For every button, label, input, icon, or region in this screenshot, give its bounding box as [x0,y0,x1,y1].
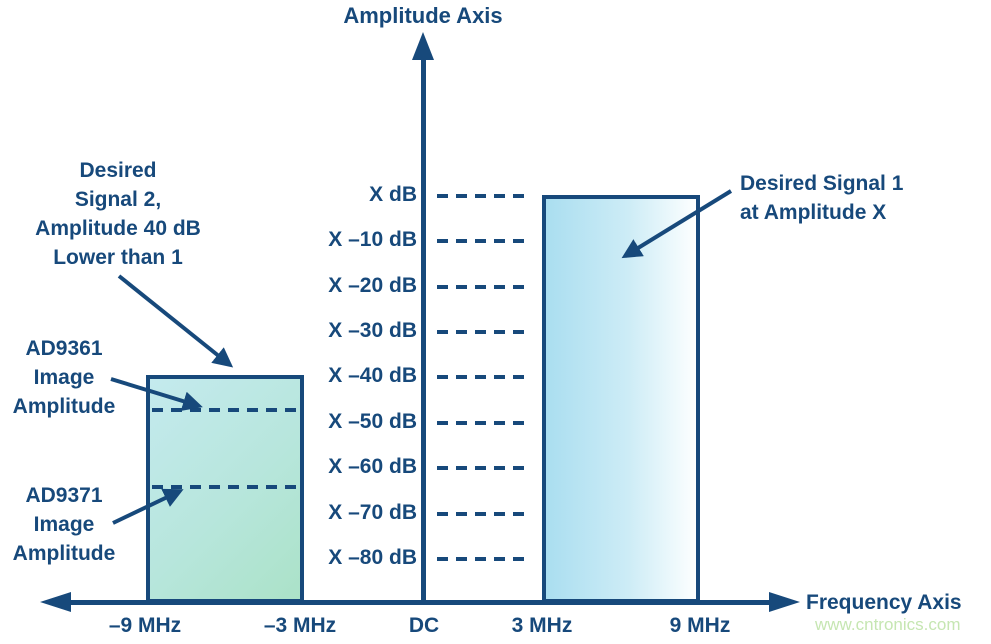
db-tick-label: X –50 dB [328,410,417,433]
db-tick-label: X –10 dB [328,228,417,251]
db-gridline-dashes [437,194,530,198]
db-tick-label: X –40 dB [328,364,417,387]
label-line: at Amplitude X [740,201,887,224]
amplitude-axis-arrowhead-icon [412,32,434,60]
freq-tick-label: 3 MHz [511,614,573,637]
freq-tick-label: –3 MHz [263,614,337,637]
db-gridline-dashes [437,239,530,243]
label-line: Image [33,513,95,536]
amplitude-axis-title: Amplitude Axis [343,3,503,28]
signal2-arrow [117,274,234,368]
desired-signal-2-bar [146,375,304,603]
db-tick-label: X –70 dB [328,501,417,524]
db-tick-label: X –30 dB [328,319,417,342]
frequency-axis-right-arrowhead-icon [769,592,800,612]
label-line: Amplitude [12,395,116,418]
frequency-axis-title: Frequency Axis [806,591,962,614]
freq-tick-label: DC [408,614,440,637]
desired-signal-2-label: Desired Signal 2, Amplitude 40 dB Lower … [12,156,224,272]
ad9361-image-level-line [152,408,298,412]
watermark-text: www.cntronics.com [815,615,961,634]
db-gridline-dashes [437,285,530,289]
ad9371-image-amplitude-label: AD9371 Image Amplitude [0,481,128,568]
label-line: Lower than 1 [53,246,183,269]
label-line: Desired [79,159,157,182]
db-gridline-dashes [437,330,530,334]
frequency-axis-left-arrowhead-icon [40,592,71,612]
label-line: Amplitude 40 dB [35,217,201,240]
label-line: Amplitude [12,542,116,565]
db-tick-label: X –80 dB [328,546,417,569]
ad9371-image-level-line [152,485,298,489]
db-tick-label: X dB [369,183,417,206]
label-line: Image [33,366,95,389]
desired-signal-1-label: Desired Signal 1 at Amplitude X [740,169,970,227]
label-line: AD9371 [25,484,103,507]
db-tick-label: X –20 dB [328,274,417,297]
db-gridline-dashes [437,466,530,470]
label-line: Desired Signal 1 [740,172,904,195]
db-tick-label: X –60 dB [328,455,417,478]
db-gridline-dashes [437,512,530,516]
freq-tick-label: –9 MHz [108,614,182,637]
db-gridline-dashes [437,557,530,561]
frequency-axis-line [58,600,775,605]
label-line: Signal 2, [74,188,162,211]
db-gridline-dashes [437,375,530,379]
db-gridline-dashes [437,421,530,425]
label-line: AD9361 [25,337,103,360]
desired-signal-1-bar [542,195,700,603]
ad9361-image-amplitude-label: AD9361 Image Amplitude [0,334,128,421]
amplitude-axis-line [421,50,426,605]
freq-tick-label: 9 MHz [669,614,731,637]
